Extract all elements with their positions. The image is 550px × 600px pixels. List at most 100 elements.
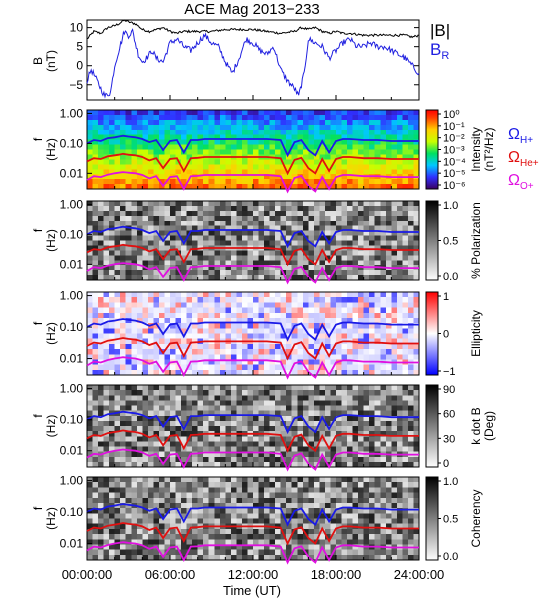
spectrogram-cell — [413, 492, 420, 499]
spectrogram-cell — [391, 302, 398, 308]
spectrogram-cell — [92, 114, 99, 121]
spectrogram-cell — [264, 235, 270, 241]
spectrogram-cell — [142, 307, 149, 314]
spectrogram-cell — [324, 302, 331, 308]
spectrogram-cell — [109, 328, 116, 334]
spectrogram-cell — [341, 139, 348, 145]
spectrogram-cell — [136, 205, 143, 212]
spectrogram-cell — [341, 441, 348, 447]
spectrogram-cell — [125, 323, 132, 329]
spectrogram-cell — [87, 235, 93, 241]
spectrogram-cell — [142, 235, 149, 241]
spectrogram-cell — [247, 159, 254, 165]
spectrogram-cell — [341, 528, 348, 535]
spectrogram-cell — [385, 250, 392, 256]
spectrogram-cell — [241, 225, 248, 232]
spectrogram-cell — [170, 179, 176, 185]
spectrogram-cell — [297, 210, 304, 217]
spectrogram-cell — [219, 174, 226, 180]
gyro-line-h — [86, 134, 419, 158]
spectrogram-cell — [413, 405, 420, 412]
spectrogram-cell — [87, 534, 93, 540]
spectrogram-cell — [125, 250, 132, 256]
spectrogram-cell — [319, 292, 326, 298]
spectrogram-cell — [103, 270, 110, 276]
spectrogram-cell — [186, 369, 193, 376]
spectrogram-cell — [103, 215, 110, 222]
spectrogram-cell — [313, 119, 320, 126]
spectrogram-cell — [402, 405, 409, 412]
spectrogram-cell — [336, 410, 342, 417]
spectrogram-cell — [147, 477, 154, 483]
spectrogram-cell — [407, 426, 414, 432]
spectrogram-cell — [324, 502, 331, 509]
spectrogram-cell — [347, 415, 353, 422]
spectrogram-cell — [203, 539, 210, 545]
spectrogram-cell — [275, 230, 282, 236]
spectrogram-cell — [352, 410, 359, 417]
spectrogram-cell — [219, 354, 226, 360]
spectrogram-cell — [103, 210, 110, 217]
spectrogram-cell — [197, 420, 204, 427]
spectrogram-cell — [402, 220, 409, 227]
spectrogram-cell — [275, 250, 282, 256]
spectrogram-cell — [225, 492, 232, 499]
spectrogram-cell — [297, 420, 304, 427]
spectrogram-cell — [181, 250, 187, 256]
spectrogram-cell — [92, 292, 99, 298]
spectrogram-cell — [136, 544, 143, 551]
spectrogram-cell — [291, 114, 298, 121]
spectrogram-cell — [258, 205, 265, 212]
spectrogram-cell — [380, 482, 387, 488]
spectrogram-cell — [369, 307, 376, 314]
spectrogram-cell — [131, 312, 138, 319]
spectrogram-cell — [131, 349, 138, 355]
spectrogram-cell — [153, 349, 160, 355]
spectrogram-cell — [324, 205, 331, 212]
spectrogram-cell — [87, 124, 93, 131]
spectrogram-cell — [203, 312, 210, 319]
spectrogram-cell — [147, 114, 154, 121]
spectrogram-cell — [131, 275, 138, 281]
spectrogram-cell — [153, 492, 160, 499]
spectrogram-cell — [225, 124, 232, 131]
spectrogram-cell — [385, 482, 392, 488]
spectrogram-cell — [280, 369, 287, 376]
spectrogram-cell — [291, 534, 298, 540]
spectrogram-cell — [87, 436, 93, 442]
spectrogram-cell — [264, 220, 270, 227]
spectrogram-cell — [258, 420, 265, 427]
spectrogram-cell — [197, 513, 204, 519]
spectrogram-cell — [175, 312, 182, 319]
spectrogram-cell — [380, 201, 387, 207]
spectrogram-cell — [380, 549, 387, 556]
spectrogram-cell — [142, 549, 149, 556]
spectrogram-cell — [147, 385, 154, 391]
spectrogram-cell — [280, 415, 287, 422]
spectrogram-cell — [369, 210, 376, 217]
spectrogram-cell — [158, 364, 165, 371]
spectrogram-cell — [341, 544, 348, 551]
spectrogram-cell — [136, 225, 143, 232]
spectrogram-cell — [396, 250, 403, 256]
spectrogram-cell — [103, 114, 110, 121]
spectrogram-cell — [302, 431, 309, 437]
spectrogram-cell — [297, 523, 304, 530]
spectrogram-cell — [247, 400, 254, 406]
spectrogram-cell — [247, 482, 254, 488]
spectrogram-cell — [236, 333, 243, 340]
spectrogram-cell — [186, 134, 193, 141]
spectrogram-cell — [236, 215, 243, 222]
spectrogram-cell — [336, 250, 342, 256]
spectrogram-cell — [264, 270, 270, 276]
spectrogram-cell — [120, 523, 127, 530]
spectrogram-cell — [291, 333, 298, 340]
spectrogram-cell — [258, 502, 265, 509]
spectrogram-cell — [158, 312, 165, 319]
spectrogram-cell — [352, 225, 359, 232]
spectrogram-cell — [125, 497, 132, 504]
spectrogram-cell — [186, 312, 193, 319]
spectrogram-cell — [203, 184, 210, 190]
spectrogram-cell — [147, 349, 154, 355]
spectrogram-cell — [136, 220, 143, 227]
